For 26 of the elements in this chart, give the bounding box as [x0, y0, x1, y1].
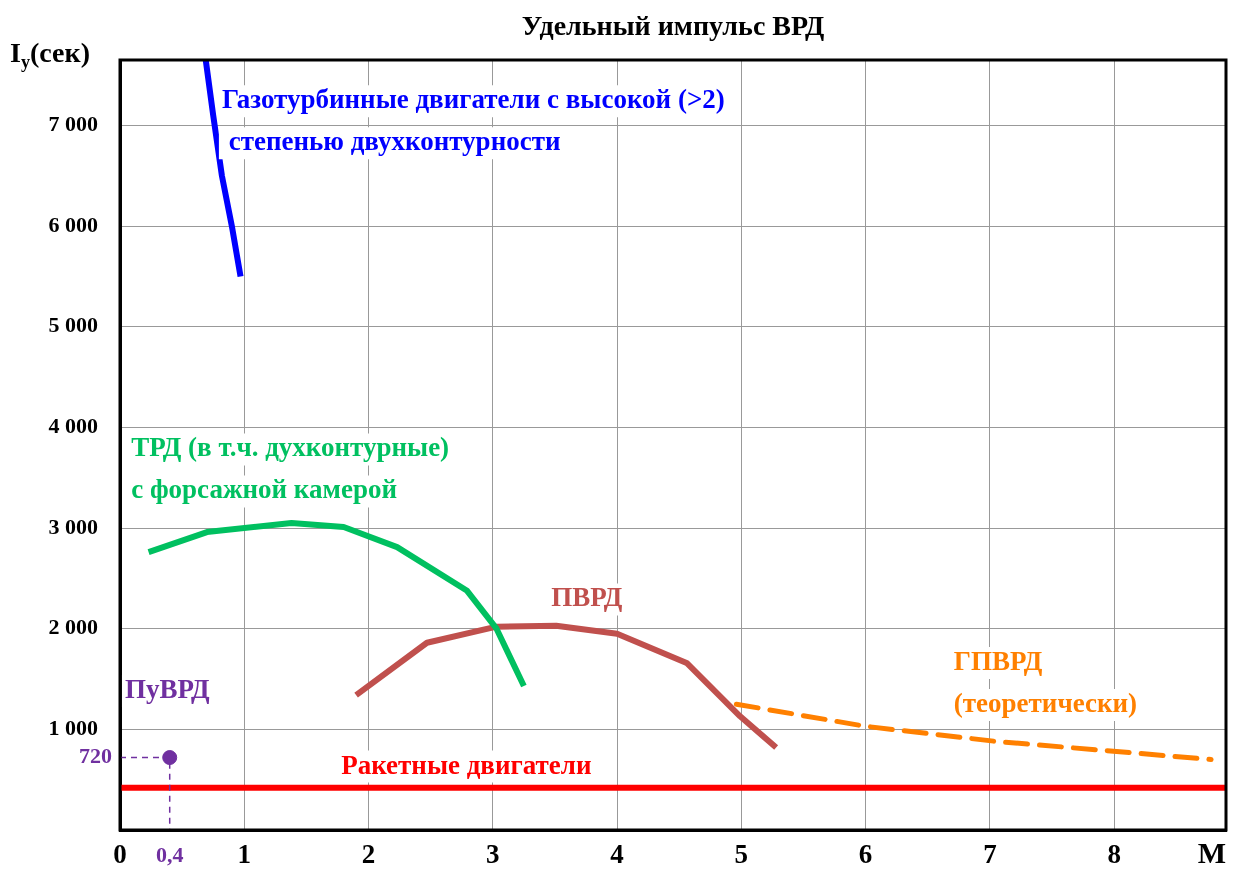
series-label: Ракетные двигатели [341, 749, 592, 780]
x-tick-label: 0 [113, 839, 127, 870]
series-label: ПВРД [551, 582, 623, 613]
y-tick-label: 4 000 [48, 413, 98, 439]
series-label: ТРД (в т.ч. духконтурные) с форсажной камерой [131, 432, 450, 505]
annotation: 0,4 [155, 841, 184, 867]
y-tick-label: 5 000 [48, 312, 98, 338]
x-tick-label: 5 [734, 839, 749, 870]
text: ПуВРД [124, 674, 211, 705]
y-tick-label: 3 000 [48, 513, 98, 539]
x-tick-label: 8 [1107, 839, 1121, 870]
series-label: ГПВРД (теоретически) [953, 645, 1138, 718]
series-label: Газотурбинные двигатели с высокой (>2) степенью двухконтурности [221, 84, 725, 157]
x-tick-label: 6 [858, 839, 873, 870]
x-tick-label: 1 [237, 839, 252, 870]
y-tick-label: 6 000 [48, 211, 98, 237]
x-tick-label: 4 [610, 839, 624, 870]
chart-title: Удельный импульс ВРД [521, 10, 825, 42]
y-tick-label: 1 000 [48, 715, 98, 741]
y-tick-label: 7 000 [48, 111, 98, 137]
annotation: 720 [79, 743, 112, 769]
x-tick-label: 7 [983, 839, 997, 870]
x-tick-label: 2 [361, 839, 376, 870]
x-axis-title: M [1197, 835, 1227, 869]
x-tick-label: 3 [486, 839, 500, 870]
y-tick-label: 2 000 [48, 614, 98, 640]
